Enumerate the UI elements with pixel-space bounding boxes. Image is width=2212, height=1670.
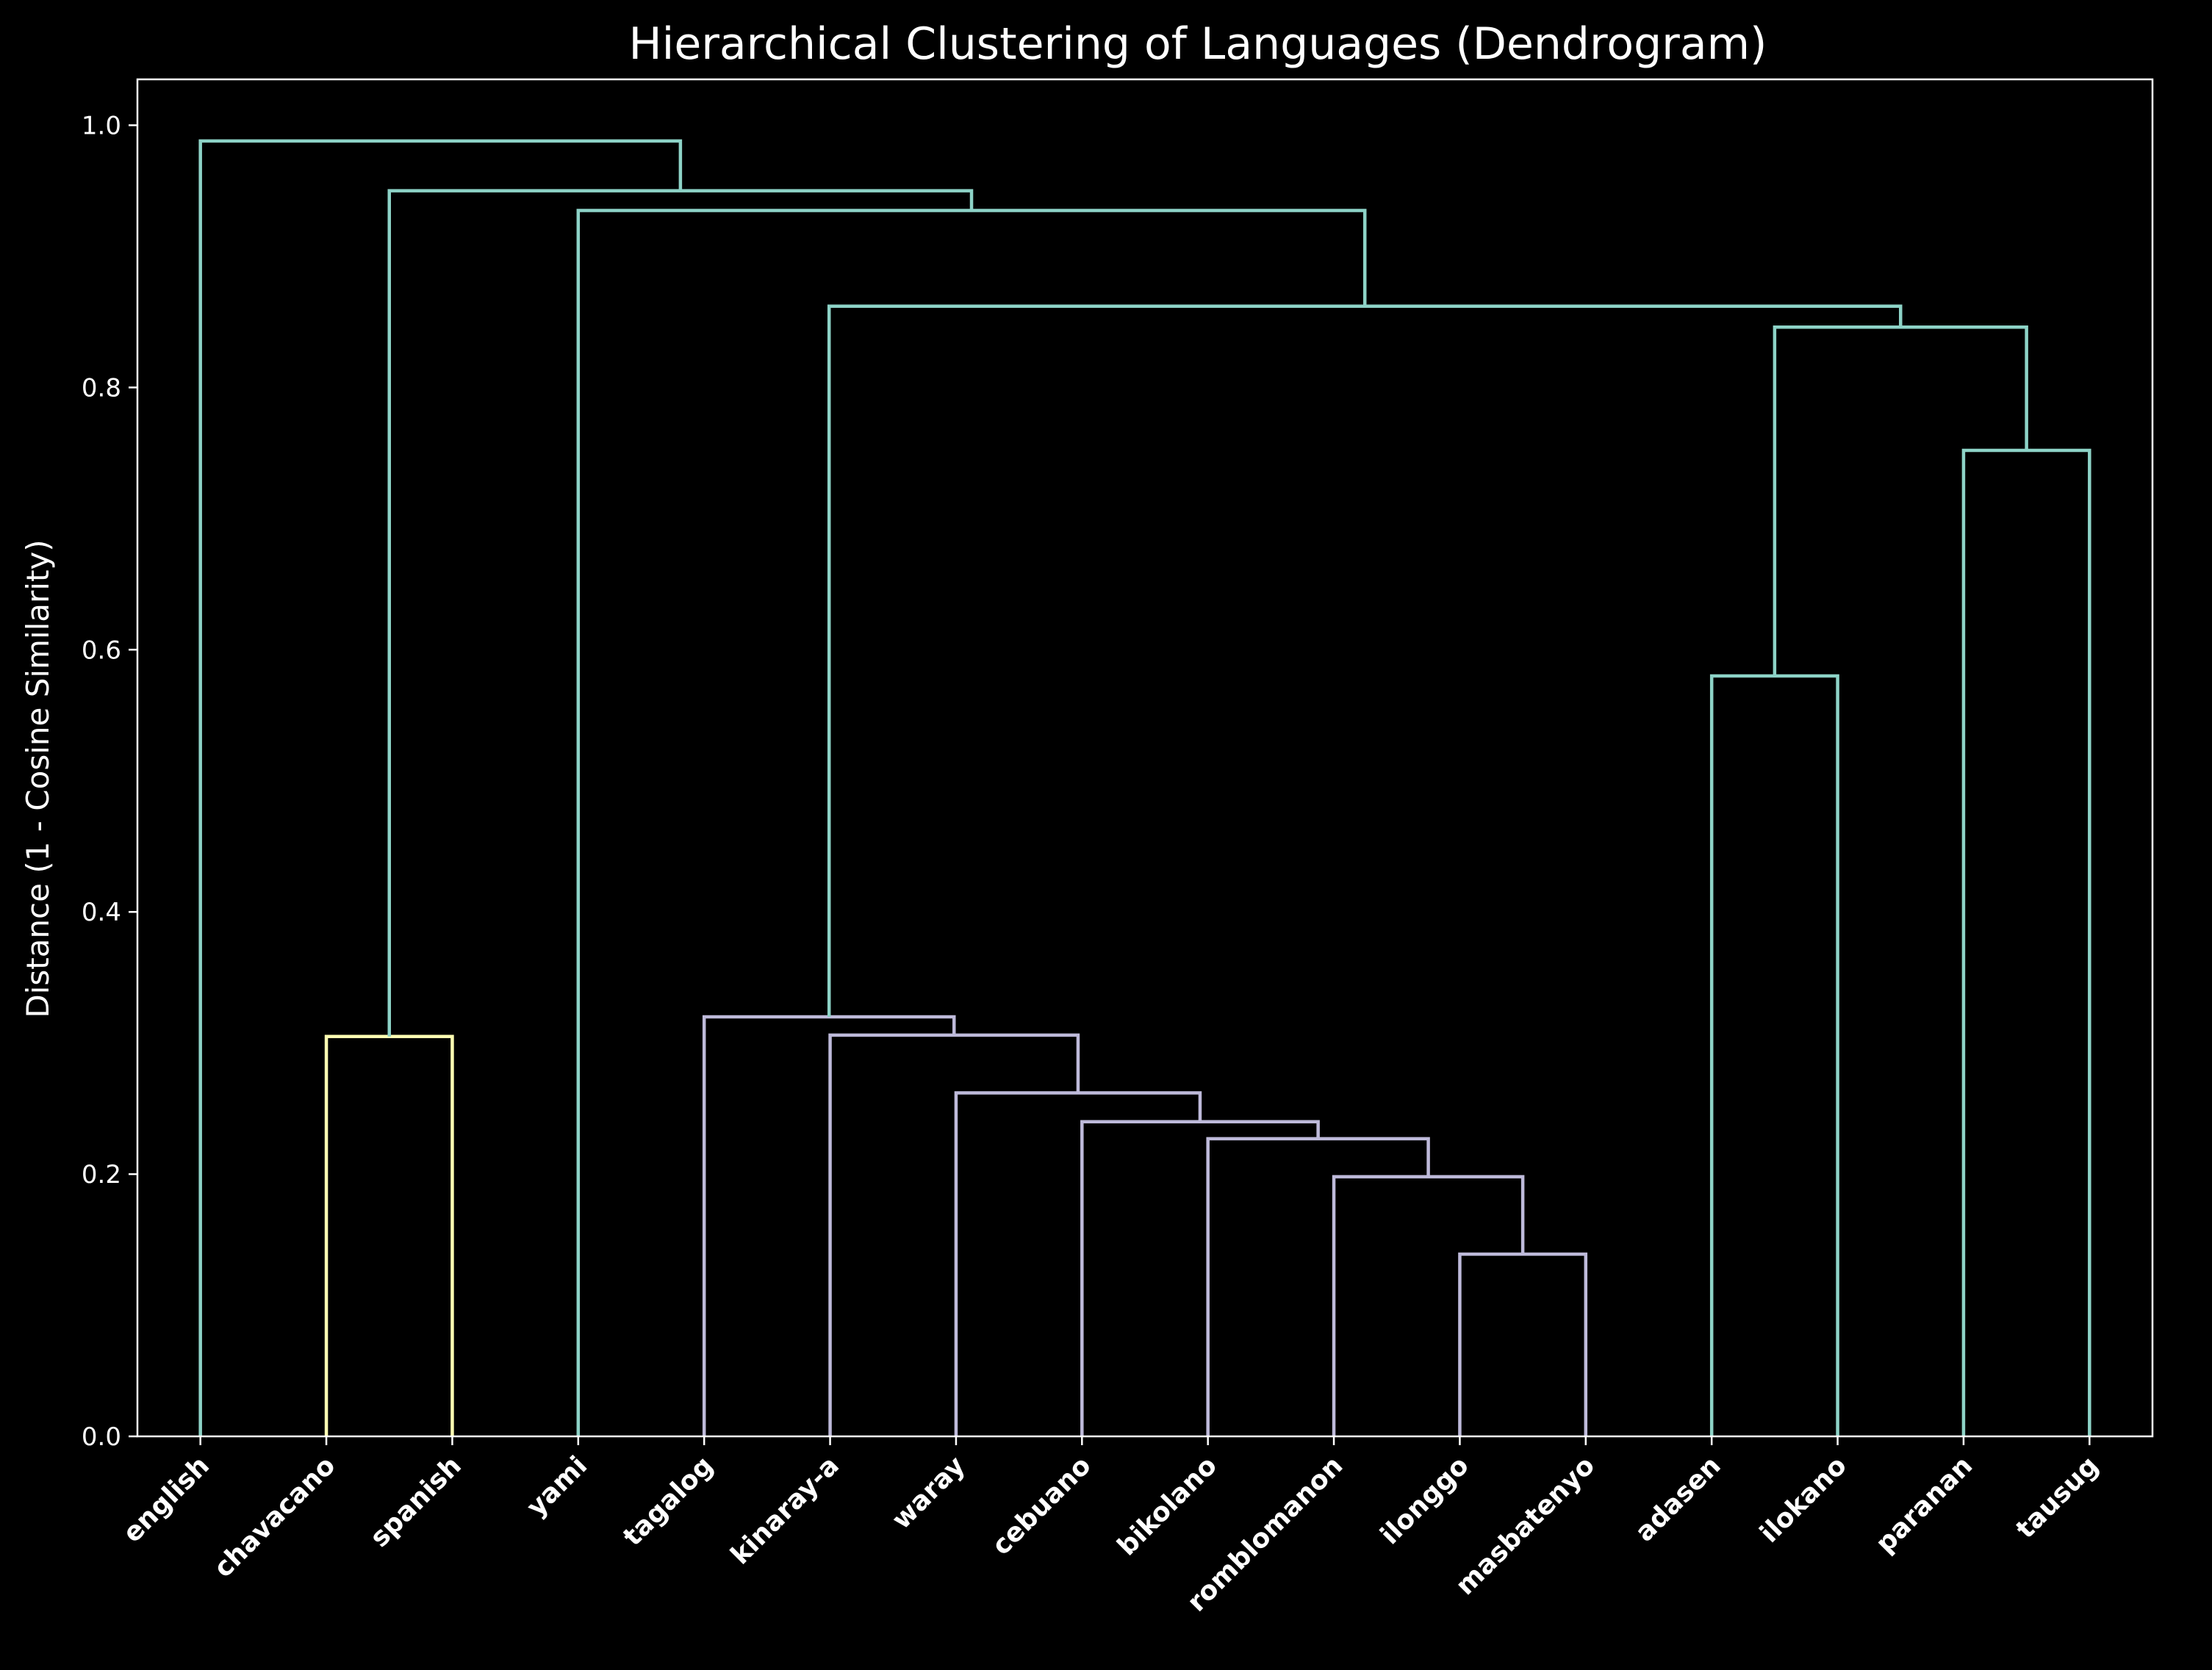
dendrogram-link-5 bbox=[954, 1091, 1202, 1436]
dendrogram-link-1 bbox=[1458, 1252, 1588, 1436]
y-tick-label: 0.6 bbox=[82, 636, 121, 665]
y-tick-label: 1.0 bbox=[82, 111, 121, 140]
plot-frame bbox=[136, 78, 2154, 1438]
y-tick-label: 0.2 bbox=[82, 1160, 121, 1189]
y-axis-ticks: 0.0 0.2 0.4 0.6 0.8 1.0 bbox=[82, 111, 137, 1452]
leaf-label-waray: waray bbox=[886, 1450, 971, 1535]
dendrogram-link-4 bbox=[1080, 1120, 1320, 1436]
leaf-label-kinaray-a: kinaray-a bbox=[725, 1450, 845, 1570]
dendrogram-link-6 bbox=[828, 1033, 1080, 1436]
y-tick-label: 0.0 bbox=[82, 1422, 121, 1452]
leaf-label-spanish: spanish bbox=[365, 1450, 467, 1553]
leaf-label-chavacano: chavacano bbox=[208, 1450, 341, 1583]
dendrogram-link-11 bbox=[827, 304, 1903, 1017]
leaf-label-bikolano: bikolano bbox=[1112, 1450, 1223, 1561]
leaf-label-yami: yami bbox=[521, 1450, 593, 1522]
chart-title: Hierarchical Clustering of Languages (De… bbox=[629, 18, 1767, 70]
leaf-label-tagalog: tagalog bbox=[617, 1450, 719, 1552]
leaf-label-cebuano: cebuano bbox=[986, 1450, 1096, 1561]
dendrogram-links bbox=[198, 139, 2091, 1436]
dendrogram-link-3 bbox=[1206, 1137, 1430, 1436]
leaf-label-english: english bbox=[118, 1450, 215, 1548]
leaf-label-ilokano: ilokano bbox=[1754, 1450, 1853, 1549]
dendrogram-link-13 bbox=[387, 189, 974, 1037]
y-axis-label: Distance (1 - Cosine Similarity) bbox=[20, 539, 56, 1018]
leaf-label-tausug: tausug bbox=[2011, 1450, 2105, 1544]
leaf-label-paranan: paranan bbox=[1870, 1450, 1979, 1559]
dendrogram-link-9 bbox=[1961, 448, 2091, 1436]
y-tick-label: 0.4 bbox=[82, 898, 121, 927]
leaf-label-ilonggo: ilonggo bbox=[1375, 1450, 1475, 1550]
dendrogram-link-7 bbox=[702, 1015, 956, 1436]
dendrogram-link-12 bbox=[576, 209, 1367, 1436]
dendrogram-link-0 bbox=[324, 1034, 454, 1436]
dendrogram-link-2 bbox=[1332, 1175, 1525, 1436]
dendrogram-link-14 bbox=[198, 139, 683, 1436]
dendrogram-link-8 bbox=[1709, 674, 1839, 1436]
leaf-label-adasen: adasen bbox=[1629, 1450, 1726, 1547]
dendrogram-link-10 bbox=[1773, 325, 2028, 676]
y-tick-label: 0.8 bbox=[82, 373, 121, 403]
